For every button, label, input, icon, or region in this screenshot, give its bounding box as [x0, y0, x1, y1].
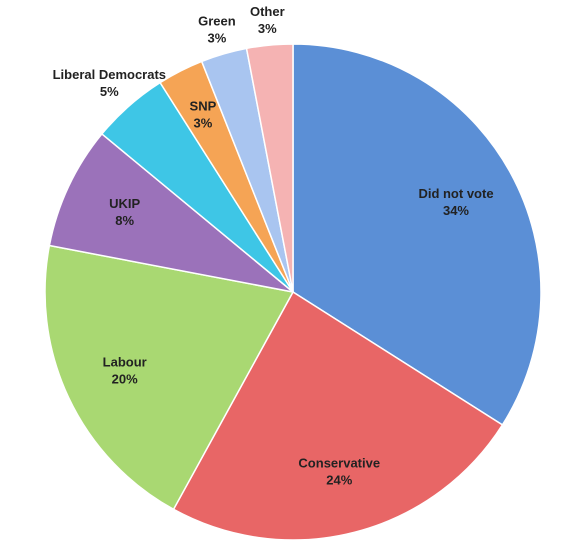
slice-label: Conservative [298, 456, 380, 471]
value-label: 3% [207, 30, 226, 45]
value-label: 3% [258, 21, 277, 36]
slice-label: SNP [190, 99, 217, 114]
slice [292, 43, 542, 426]
slice-label: Liberal Democrats [53, 67, 166, 82]
slice-label: UKIP [109, 196, 140, 211]
slice [44, 244, 295, 511]
slice-label: Green [198, 13, 236, 28]
slice [245, 43, 294, 293]
slice-label: Labour [103, 355, 147, 370]
value-label: 5% [100, 84, 119, 99]
slice [48, 132, 294, 293]
value-label: 20% [112, 372, 138, 387]
slice-label: Did not vote [418, 186, 493, 201]
slice-label: Other [250, 4, 285, 19]
value-label: 8% [115, 213, 134, 228]
value-label: 34% [443, 203, 469, 218]
slice [172, 290, 504, 541]
value-label: 3% [194, 116, 213, 131]
value-label: 24% [326, 473, 352, 488]
